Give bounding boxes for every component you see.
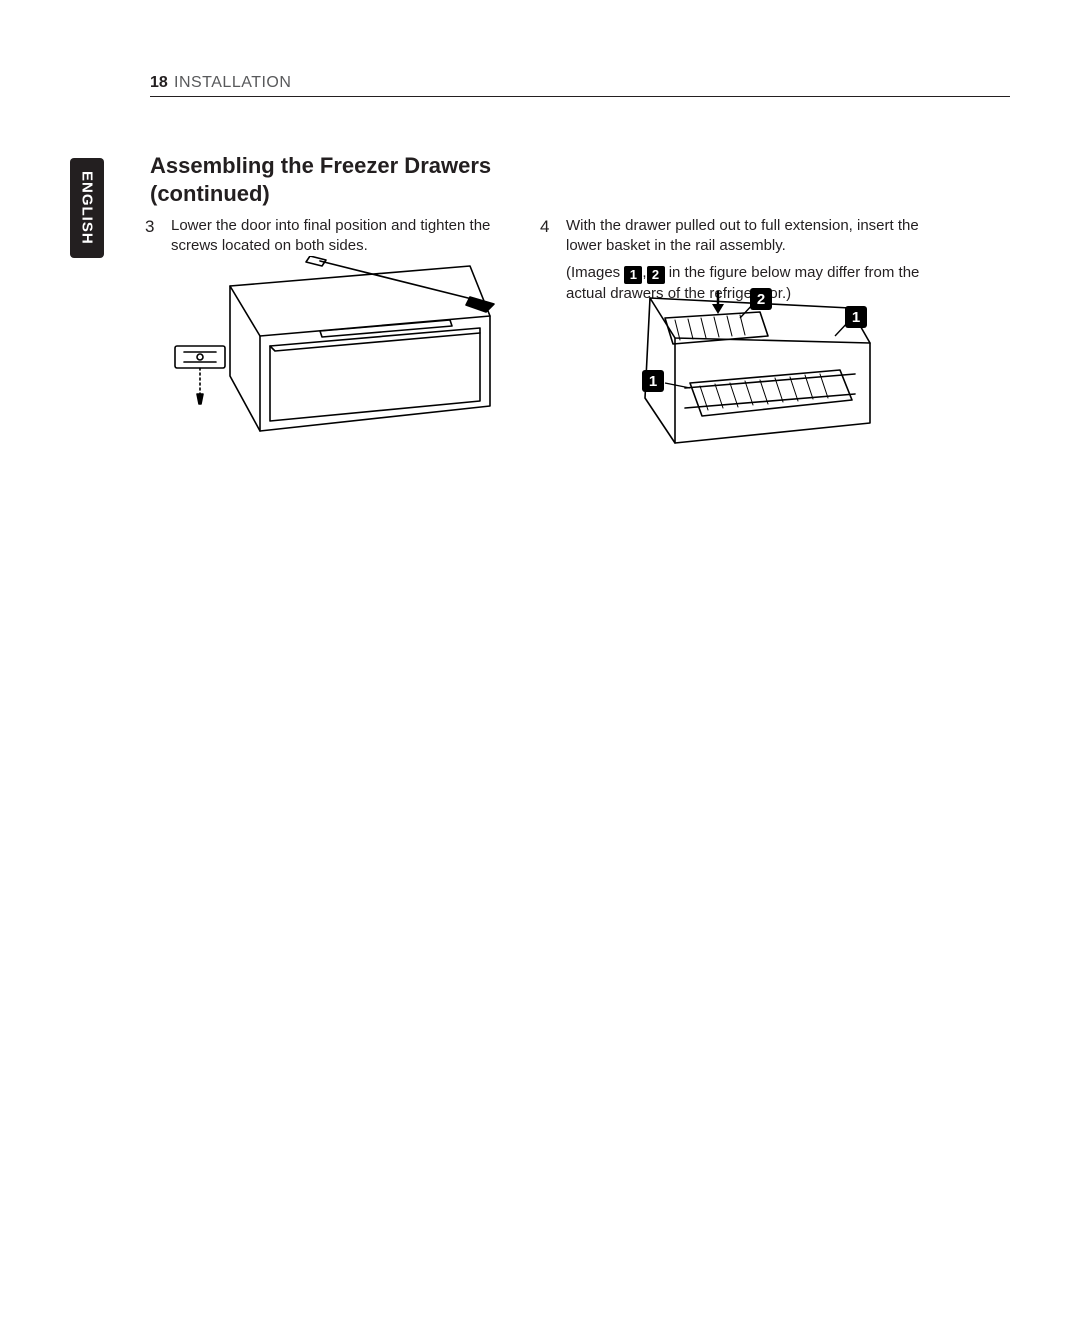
header-rule [150,96,1010,97]
step-number: 4 [540,216,556,310]
language-tab-label: ENGLISH [79,171,96,245]
callout-1b-label: 1 [649,373,657,390]
text-fragment: (Images [566,264,624,281]
drawer-basket-illustration: 2 1 1 [590,288,890,448]
language-tab: ENGLISH [70,158,104,258]
figure-step-3 [170,256,500,456]
text-fragment: , [642,264,646,281]
page-number: 18 [150,74,168,92]
step-number: 3 [145,216,161,263]
callout-1-label: 1 [852,309,860,326]
step-3-text: Lower the door into final position and t… [171,216,525,257]
section-name: INSTALLATION [174,74,291,92]
callout-2-label: 2 [757,291,765,308]
figure-step-4: 2 1 1 [590,288,890,448]
drawer-screw-illustration [170,256,500,456]
section-heading: Assembling the Freezer Drawers (continue… [150,152,550,207]
callout-1-inline: 1 [624,266,642,284]
step-4-text-1: With the drawer pulled out to full exten… [566,216,940,257]
callout-2-inline: 2 [647,266,665,284]
